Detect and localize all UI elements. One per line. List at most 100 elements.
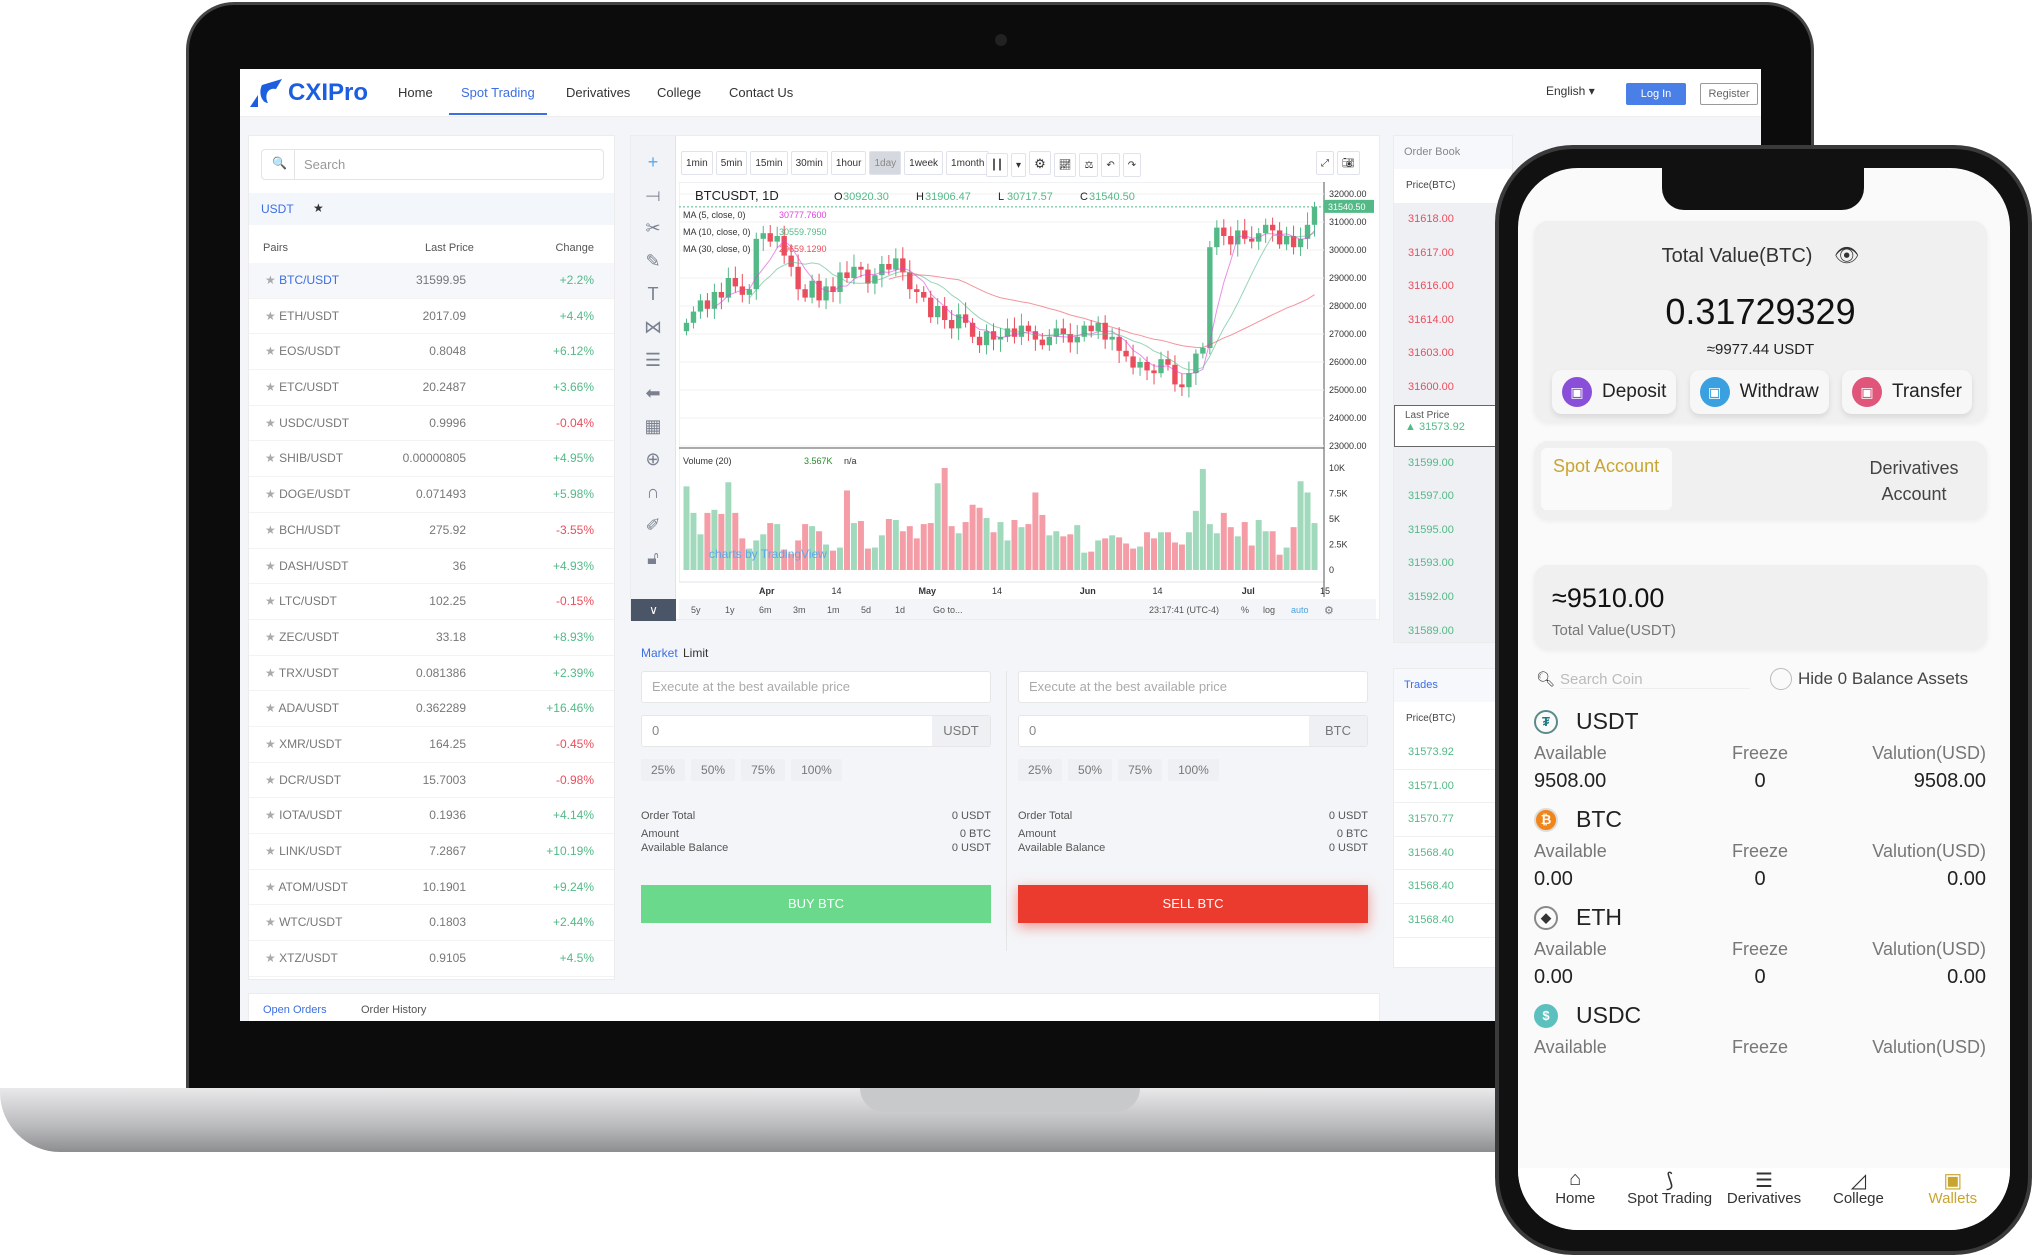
candle-type-icon[interactable]: ┃┃ xyxy=(986,153,1009,177)
favorite-star-icon[interactable]: ★ xyxy=(265,415,276,430)
favorite-star-icon[interactable]: ★ xyxy=(265,308,276,323)
tab-spot-trading[interactable]: ⟆ Spot Trading xyxy=(1622,1168,1716,1230)
snapshot-icon[interactable]: 📷︎ xyxy=(1337,151,1360,175)
auto-toggle[interactable]: auto xyxy=(1291,605,1309,615)
ask-row[interactable]: 31617.00 xyxy=(1408,246,1454,259)
tab-favorites[interactable]: ★ xyxy=(313,201,324,215)
bid-row[interactable]: 31589.00 xyxy=(1408,624,1454,637)
favorite-star-icon[interactable]: ★ xyxy=(265,273,276,287)
nav-spot-trading[interactable]: Spot Trading xyxy=(449,69,547,115)
favorite-star-icon[interactable]: ★ xyxy=(265,701,276,716)
tab-market[interactable]: Market xyxy=(641,646,678,660)
pair-row[interactable]: ★ WTC/USDT 0.1803 +2.44% xyxy=(249,905,614,942)
bid-row[interactable]: 31593.00 xyxy=(1408,557,1454,570)
eye-icon[interactable]: 👁︎ xyxy=(1833,245,1860,267)
sell-price-input[interactable]: Execute at the best available price xyxy=(1018,671,1368,703)
text-icon[interactable]: T xyxy=(647,284,659,304)
settings-icon[interactable]: ⚙ xyxy=(1029,151,1051,175)
range-button[interactable]: 1d xyxy=(895,605,905,615)
buy-price-input[interactable]: Execute at the best available price xyxy=(641,671,991,703)
favorite-star-icon[interactable]: ★ xyxy=(265,736,276,751)
ask-row[interactable]: 31618.00 xyxy=(1408,213,1454,225)
favorite-star-icon[interactable]: ★ xyxy=(265,844,276,858)
interval-1month[interactable]: 1month xyxy=(946,151,990,175)
pair-row[interactable]: ★ LTC/USDT 102.25 -0.15% xyxy=(249,584,614,620)
bid-row[interactable]: 31599.00 xyxy=(1408,456,1454,469)
magnet-icon[interactable]: ∩ xyxy=(646,482,660,502)
favorite-star-icon[interactable]: ★ xyxy=(265,772,276,787)
search-input[interactable]: Search xyxy=(304,157,346,172)
pair-row[interactable]: ★ SHIB/USDT 0.00000805 +4.95% xyxy=(249,441,614,478)
tab-derivatives[interactable]: ☰ Derivatives xyxy=(1717,1168,1811,1230)
favorite-star-icon[interactable]: ★ xyxy=(265,594,276,609)
pair-row[interactable]: ★ ZEC/USDT 33.18 +8.93% xyxy=(249,620,614,656)
trades-title[interactable]: Trades xyxy=(1394,669,1512,702)
coin-row[interactable]: ₿ BTC Available Freeze Valution(USD) 0.00 0 0… xyxy=(1534,806,1994,904)
percent-100%[interactable]: 100% xyxy=(791,759,842,781)
unlock-icon[interactable]: 🔓︎ xyxy=(647,548,659,568)
market-search[interactable]: 🔍 Search xyxy=(261,149,604,180)
ask-row[interactable]: 31614.00 xyxy=(1408,313,1454,326)
undo-icon[interactable]: ↶ xyxy=(1101,153,1120,177)
percent-75%[interactable]: 75% xyxy=(1118,759,1163,781)
tab-open-orders[interactable]: Open Orders xyxy=(263,1004,327,1016)
percent-25%[interactable]: 25% xyxy=(641,759,686,781)
nav-derivatives[interactable]: Derivatives xyxy=(566,85,631,100)
chart-type-dropdown[interactable]: ▾ xyxy=(1011,153,1027,177)
favorite-star-icon[interactable]: ★ xyxy=(265,879,276,894)
interval-1min[interactable]: 1min xyxy=(681,151,713,175)
search-coin-input[interactable]: Search Coin xyxy=(1560,671,1750,689)
logo[interactable]: CXIPro xyxy=(248,77,368,109)
bid-row[interactable]: 31592.00 xyxy=(1408,590,1454,603)
nav-home[interactable]: Home xyxy=(398,85,433,100)
brush-icon[interactable]: ✎ xyxy=(645,251,661,271)
pair-row[interactable]: ★ DCR/USDT 15.7003 -0.98% xyxy=(249,763,614,799)
percent-25%[interactable]: 25% xyxy=(1018,759,1063,781)
favorite-star-icon[interactable]: ★ xyxy=(265,558,276,573)
favorite-star-icon[interactable]: ★ xyxy=(265,380,276,395)
coin-row[interactable]: $ USDC Available Freeze Valution(USD) xyxy=(1534,1002,1994,1100)
pair-row[interactable]: ★ TRX/USDT 0.081386 +2.39% xyxy=(249,656,614,692)
collapse-toolbar-button[interactable]: ∨ xyxy=(631,599,676,621)
zoom-in-icon[interactable]: ⊕ xyxy=(645,449,661,469)
trend-tools-icon[interactable]: ✂ xyxy=(645,218,661,238)
favorite-star-icon[interactable]: ★ xyxy=(265,522,276,537)
withdraw-button[interactable]: ▣ Withdraw xyxy=(1689,370,1829,414)
pattern-icon[interactable]: ⋈ xyxy=(644,317,662,337)
pair-row[interactable]: ★ ADA/USDT 0.362289 +16.46% xyxy=(249,691,614,727)
percent-100%[interactable]: 100% xyxy=(1168,759,1219,781)
tab-home[interactable]: ⌂ Home xyxy=(1528,1168,1622,1230)
ask-row[interactable]: 31616.00 xyxy=(1408,280,1454,293)
favorite-star-icon[interactable]: ★ xyxy=(265,915,276,930)
pair-row[interactable]: ★ ATOM/USDT 10.1901 +9.24% xyxy=(249,870,614,906)
pair-row[interactable]: ★ DASH/USDT 36 +4.93% xyxy=(249,549,614,585)
tab-wallets[interactable]: ▣ Wallets xyxy=(1906,1168,2000,1230)
spot-account-tab[interactable]: Spot Account xyxy=(1541,448,1672,510)
tab-college[interactable]: ◿ College xyxy=(1811,1168,1905,1230)
hide-zero-checkbox[interactable] xyxy=(1770,668,1792,690)
interval-1week[interactable]: 1week xyxy=(904,151,944,175)
favorite-star-icon[interactable]: ★ xyxy=(265,808,276,823)
buy-button[interactable]: BUY BTC xyxy=(641,885,991,923)
pair-row[interactable]: ★ BCH/USDT 275.92 -3.55% xyxy=(249,513,614,549)
range-button[interactable]: 1y xyxy=(725,605,735,615)
favorite-star-icon[interactable]: ★ xyxy=(265,951,276,966)
percent-50%[interactable]: 50% xyxy=(1068,759,1113,781)
favorite-star-icon[interactable]: ★ xyxy=(265,665,276,680)
interval-1hour[interactable]: 1hour xyxy=(830,151,867,175)
language-select[interactable]: English ▾ xyxy=(1546,84,1595,98)
pair-row[interactable]: ★ LINK/USDT 7.2867 +10.19% xyxy=(249,834,614,870)
pair-row[interactable]: ★ BTC/USDT 31599.95 +2.2% xyxy=(249,263,614,299)
favorite-star-icon[interactable]: ★ xyxy=(265,629,276,644)
coin-row[interactable]: ◆ ETH Available Freeze Valution(USD) 0.00 0 0… xyxy=(1534,904,1994,1002)
login-button[interactable]: Log In xyxy=(1626,83,1686,105)
redo-icon[interactable]: ↷ xyxy=(1122,153,1142,177)
range-button[interactable]: 6m xyxy=(759,605,772,615)
sell-amount-input[interactable]: 0 xyxy=(1029,723,1037,738)
derivatives-account-tab[interactable]: Derivatives Account xyxy=(1869,458,1959,504)
tradingview-watermark[interactable]: charts by TradingView xyxy=(709,547,827,561)
horizontal-line-icon[interactable]: ⟞ xyxy=(645,185,661,205)
coin-row[interactable]: ₮ USDT Available Freeze Valution(USD) 9508.… xyxy=(1534,708,1994,806)
favorite-star-icon[interactable]: ★ xyxy=(265,487,276,502)
pair-row[interactable]: ★ EOS/USDT 0.8048 +6.12% xyxy=(249,334,614,371)
